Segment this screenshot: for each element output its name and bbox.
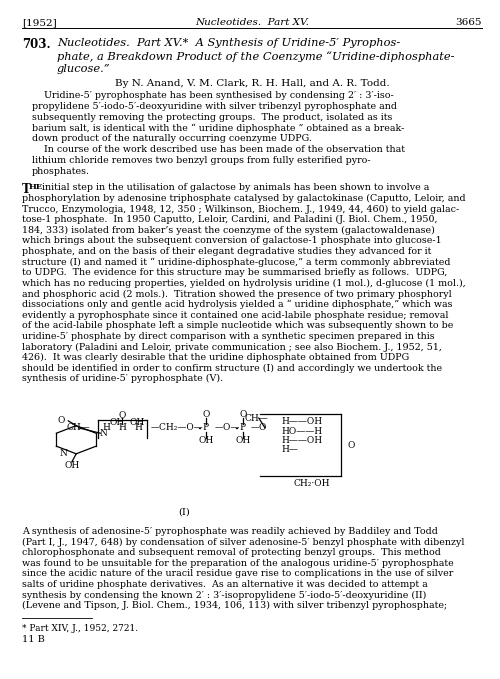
Text: * Part XIV, J., 1952, 2721.: * Part XIV, J., 1952, 2721. — [22, 623, 138, 633]
Text: HE: HE — [29, 183, 43, 191]
Text: salts of uridine phosphate derivatives.  As an alternative it was decided to att: salts of uridine phosphate derivatives. … — [22, 580, 428, 589]
Text: H: H — [118, 423, 126, 433]
Text: 184, 333) isolated from baker’s yeast the coenzyme of the system (galactowaldena: 184, 333) isolated from baker’s yeast th… — [22, 226, 435, 235]
Text: O: O — [202, 410, 209, 420]
Text: 426).  It was clearly desirable that the uridine diphosphate obtained from UDPG: 426). It was clearly desirable that the … — [22, 353, 409, 362]
Text: CH—: CH— — [244, 414, 268, 422]
Text: H—: H— — [282, 445, 298, 454]
Text: In course of the work described use has been made of the observation that: In course of the work described use has … — [32, 145, 405, 154]
Text: since the acidic nature of the uracil residue gave rise to complications in the : since the acidic nature of the uracil re… — [22, 569, 453, 579]
Text: H——OH: H——OH — [282, 417, 323, 426]
Text: A synthesis of adenosine-5′ pyrophosphate was readily achieved by Baddiley and T: A synthesis of adenosine-5′ pyrophosphat… — [22, 527, 438, 536]
Text: OH: OH — [109, 418, 124, 427]
Text: 703.: 703. — [22, 38, 50, 51]
Text: H: H — [134, 423, 142, 433]
Text: —O—: —O— — [215, 423, 240, 433]
Text: —CH₂—O—: —CH₂—O— — [150, 423, 203, 433]
Text: Nucleotides.  Part XV.: Nucleotides. Part XV. — [195, 18, 309, 27]
Text: dissociations only and gentle acid hydrolysis yielded a “ uridine diphosphate,” : dissociations only and gentle acid hydro… — [22, 300, 452, 310]
Text: which has no reducing properties, yielded on hydrolysis uridine (1 mol.), d-gluc: which has no reducing properties, yielde… — [22, 279, 466, 288]
Text: synthesis by condensing the known 2′ : 3′-isopropylidene 5′-iodo-5′-deoxyuridine: synthesis by condensing the known 2′ : 3… — [22, 591, 426, 600]
Text: (Part I, J., 1947, 648) by condensation of silver adenosine-5′ benzyl phosphate : (Part I, J., 1947, 648) by condensation … — [22, 537, 464, 547]
Text: tose-1 phosphate.  In 1950 Caputto, Leloir, Cardini, and Paladini (J. Biol. Chem: tose-1 phosphate. In 1950 Caputto, Leloi… — [22, 215, 438, 224]
Text: phate, a Breakdown Product of the Coenzyme “Uridine-diphosphate-: phate, a Breakdown Product of the Coenzy… — [57, 51, 454, 62]
Text: —O: —O — [251, 423, 268, 433]
Text: Nucleotides.  Part XV.*  A Synthesis of Uridine-5′ Pyrophos-: Nucleotides. Part XV.* A Synthesis of Ur… — [57, 38, 400, 48]
Text: evidently a pyrophosphate since it contained one acid-labile phosphate residue; : evidently a pyrophosphate since it conta… — [22, 310, 448, 320]
Text: N: N — [60, 449, 68, 458]
Text: N: N — [100, 428, 108, 438]
Text: chlorophosphonate and subsequent removal of protecting benzyl groups.  This meth: chlorophosphonate and subsequent removal… — [22, 548, 441, 557]
Text: glucose.”: glucose.” — [57, 64, 110, 74]
Text: CH₂·OH: CH₂·OH — [293, 479, 330, 488]
Text: laboratory (Paladini and Leloir, private communication ; see also Biochem. J., 1: laboratory (Paladini and Leloir, private… — [22, 342, 442, 352]
Text: OH: OH — [129, 418, 144, 427]
Text: phosphate, and on the basis of their elegant degradative studies they advanced f: phosphate, and on the basis of their ele… — [22, 247, 432, 256]
Text: HO——H: HO——H — [282, 426, 323, 435]
Text: (Levene and Tipson, J. Biol. Chem., 1934, 106, 113) with silver tribenzyl pyroph: (Levene and Tipson, J. Biol. Chem., 1934… — [22, 601, 447, 610]
Text: down product of the naturally occurring coenzyme UDPG.: down product of the naturally occurring … — [32, 134, 312, 143]
Text: H——OH: H——OH — [282, 436, 323, 445]
Text: should be identified in order to confirm structure (I) and accordingly we undert: should be identified in order to confirm… — [22, 363, 442, 373]
Text: P: P — [203, 423, 209, 433]
Text: phosphates.: phosphates. — [32, 166, 90, 176]
Text: synthesis of uridine-5′ pyrophosphate (V).: synthesis of uridine-5′ pyrophosphate (V… — [22, 374, 223, 384]
Text: and phosphoric acid (2 mols.).  Titration showed the presence of two primary pho: and phosphoric acid (2 mols.). Titration… — [22, 289, 452, 299]
Text: O: O — [240, 410, 246, 420]
Text: [1952]: [1952] — [22, 18, 57, 27]
Text: subsequently removing the protecting groups.  The product, isolated as its: subsequently removing the protecting gro… — [32, 113, 393, 122]
Text: 11 B: 11 B — [22, 635, 45, 644]
Text: of the acid-labile phosphate left a simple nucleotide which was subsequently sho: of the acid-labile phosphate left a simp… — [22, 321, 454, 330]
Text: By N. Anand, V. M. Clark, R. H. Hall, and A. R. Todd.: By N. Anand, V. M. Clark, R. H. Hall, an… — [114, 79, 390, 88]
Text: Trucco, Enzymologia, 1948, 12, 350 ; Wilkinson, Biochem. J., 1949, 44, 460) to y: Trucco, Enzymologia, 1948, 12, 350 ; Wil… — [22, 204, 459, 214]
Text: 3665: 3665 — [456, 18, 482, 27]
Text: to UDPG.  The evidence for this structure may be summarised briefly as follows. : to UDPG. The evidence for this structure… — [22, 268, 448, 277]
Text: propylidene 5′-iodo-5′-deoxyuridine with silver tribenzyl pyrophosphate and: propylidene 5′-iodo-5′-deoxyuridine with… — [32, 102, 397, 111]
Text: initial step in the utilisation of galactose by animals has been shown to involv: initial step in the utilisation of galac… — [39, 183, 430, 192]
Text: phosphorylation by adenosine triphosphate catalysed by galactokinase (Caputto, L: phosphorylation by adenosine triphosphat… — [22, 194, 466, 203]
Text: O: O — [58, 416, 65, 425]
Text: O: O — [118, 411, 126, 420]
Text: OH: OH — [64, 461, 80, 471]
Text: T: T — [22, 183, 31, 196]
Text: uridine-5′ phosphate by direct comparison with a synthetic specimen prepared in : uridine-5′ phosphate by direct compariso… — [22, 332, 434, 341]
Text: O: O — [347, 441, 354, 449]
Text: P: P — [240, 423, 246, 433]
Text: barium salt, is identical with the “ uridine diphosphate ” obtained as a break-: barium salt, is identical with the “ uri… — [32, 124, 405, 132]
Text: lithium chloride removes two benzyl groups from fully esterified pyro-: lithium chloride removes two benzyl grou… — [32, 155, 370, 165]
Text: Uridine-5′ pyrophosphate has been synthesised by condensing 2′ : 3′-iso-: Uridine-5′ pyrophosphate has been synthe… — [32, 91, 394, 100]
Text: which brings about the subsequent conversion of galactose-1 phosphate into gluco: which brings about the subsequent conver… — [22, 236, 442, 245]
Text: OH: OH — [236, 437, 250, 445]
Text: was found to be unsuitable for the preparation of the analogous uridine-5′ pyrop: was found to be unsuitable for the prepa… — [22, 559, 454, 568]
Text: structure (I) and named it “ uridine-diphosphate-glucose,” a term commonly abbre: structure (I) and named it “ uridine-dip… — [22, 257, 450, 267]
Text: CH—: CH— — [66, 423, 90, 433]
Text: OH: OH — [198, 437, 214, 445]
Text: (I): (I) — [178, 508, 190, 517]
Text: H: H — [102, 423, 110, 433]
